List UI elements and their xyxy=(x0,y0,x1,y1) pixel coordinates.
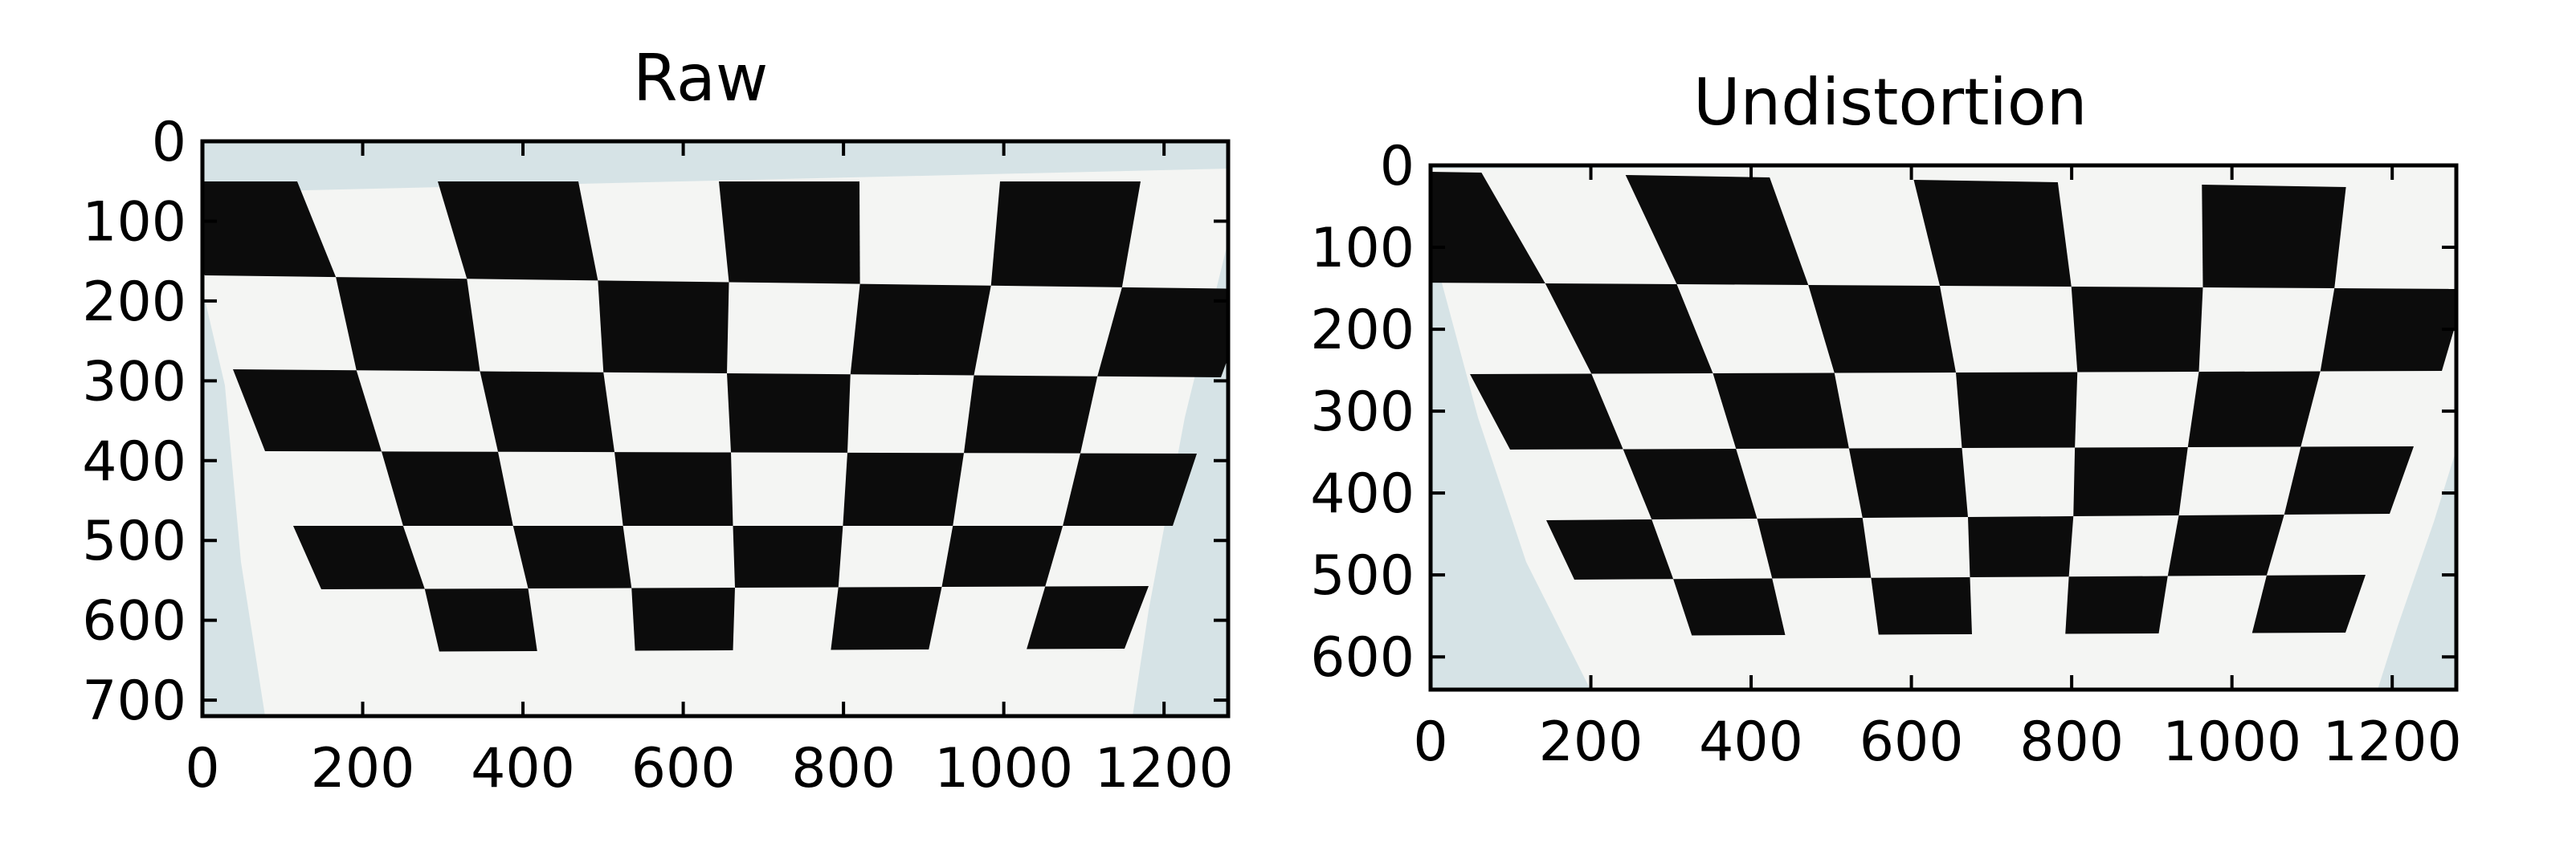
raw-x-tick-label: 0 xyxy=(185,737,219,800)
undistortion-square xyxy=(2065,576,2168,634)
raw-y-tick-label: 200 xyxy=(82,271,186,334)
undistortion-x-tick-label: 800 xyxy=(2019,710,2124,774)
undistortion-square xyxy=(2202,185,2346,288)
undistortion-square xyxy=(2320,288,2456,372)
undistortion-square xyxy=(1808,285,1956,373)
raw-x-tick-label: 800 xyxy=(791,737,896,800)
undistortion-panel-title: Undistortion xyxy=(1693,65,2088,140)
raw-square xyxy=(480,371,614,453)
raw-panel-title: Raw xyxy=(633,41,769,116)
undistortion-axis-ticks: 0 200 400 600 800 1000 1200 0 100 200 300 400 500 600 xyxy=(1310,135,2462,774)
undistortion-square xyxy=(2187,371,2321,447)
raw-square xyxy=(598,280,729,373)
raw-y-tick-label: 600 xyxy=(82,590,186,653)
raw-y-tick-label: 300 xyxy=(82,350,186,413)
raw-y-tick-label: 0 xyxy=(152,111,186,174)
undistortion-x-tick-label: 1200 xyxy=(2323,710,2462,774)
undistortion-square xyxy=(1968,516,2074,577)
undistortion-x-tick-label: 200 xyxy=(1539,710,1643,774)
raw-square xyxy=(1063,453,1197,526)
undistortion-square xyxy=(1431,171,1545,283)
raw-square xyxy=(336,277,480,372)
raw-axis-ticks: 0 200 400 600 800 1000 1200 0 100 200 300 400 500 600… xyxy=(82,111,1234,800)
raw-square xyxy=(438,181,598,281)
raw-y-tick-label: 400 xyxy=(82,430,186,494)
undistortion-square xyxy=(1673,578,1786,636)
undistortion-square xyxy=(1470,373,1623,450)
undistortion-checkerboard xyxy=(1431,171,2456,636)
raw-square xyxy=(614,452,733,526)
raw-y-tick-label: 700 xyxy=(82,670,186,733)
undistortion-square xyxy=(1713,373,1849,449)
raw-square xyxy=(1027,586,1149,649)
undistortion-y-tick-label: 100 xyxy=(1310,217,1415,280)
raw-image xyxy=(202,141,1228,716)
undistortion-square xyxy=(2284,446,2414,515)
undistortion-square xyxy=(1848,448,1968,518)
undistortion-y-tick-label: 400 xyxy=(1310,462,1415,526)
raw-square xyxy=(831,587,942,650)
raw-square xyxy=(990,181,1141,287)
raw-square xyxy=(631,588,735,651)
undistortion-x-tick-label: 0 xyxy=(1413,710,1447,774)
undistortion-image xyxy=(1431,165,2456,690)
undistortion-x-tick-label: 600 xyxy=(1860,710,1964,774)
undistortion-square xyxy=(1956,372,2078,448)
undistortion-axes-frame xyxy=(1428,163,2459,692)
raw-square xyxy=(843,452,964,526)
undistortion-square xyxy=(2167,515,2284,576)
raw-square xyxy=(293,526,425,589)
undistortion-square xyxy=(1625,175,1809,285)
raw-square xyxy=(727,373,851,453)
raw-square xyxy=(719,181,860,284)
raw-square xyxy=(382,451,513,526)
raw-x-tick-label: 1000 xyxy=(934,737,1073,800)
undistortion-square xyxy=(1871,577,1972,635)
raw-square xyxy=(424,588,537,652)
undistortion-y-tick-label: 600 xyxy=(1310,626,1415,690)
undistortion-y-tick-label: 500 xyxy=(1310,544,1415,608)
undistortion-square xyxy=(1623,449,1757,519)
raw-x-tick-label: 1200 xyxy=(1095,737,1234,800)
undistortion-square xyxy=(1545,283,1713,374)
undistortion-y-tick-label: 0 xyxy=(1380,135,1415,198)
raw-x-tick-label: 200 xyxy=(311,737,415,800)
raw-square xyxy=(202,181,337,278)
undistortion-square xyxy=(1757,518,1872,579)
raw-axes-frame xyxy=(200,139,1231,719)
raw-x-tick-label: 400 xyxy=(471,737,575,800)
undistortion-square xyxy=(2071,287,2203,373)
raw-square xyxy=(512,526,632,588)
raw-square xyxy=(964,375,1098,454)
undistortion-square xyxy=(1913,180,2072,287)
undistortion-y-tick-label: 200 xyxy=(1310,299,1415,362)
undistortion-square xyxy=(2073,447,2188,516)
undistortion-x-tick-label: 400 xyxy=(1699,710,1803,774)
undistortion-square xyxy=(1546,519,1674,580)
raw-square xyxy=(1097,287,1228,377)
raw-y-tick-label: 500 xyxy=(82,510,186,573)
undistortion-y-tick-label: 300 xyxy=(1310,381,1415,444)
raw-y-tick-label: 100 xyxy=(82,190,186,254)
raw-square xyxy=(733,526,843,588)
undistortion-square xyxy=(2251,575,2366,633)
raw-x-tick-label: 600 xyxy=(631,737,736,800)
undistortion-x-tick-label: 1000 xyxy=(2162,710,2301,774)
raw-checkerboard xyxy=(202,181,1228,652)
raw-square xyxy=(233,369,382,452)
raw-square xyxy=(941,526,1063,587)
raw-square xyxy=(850,283,991,376)
